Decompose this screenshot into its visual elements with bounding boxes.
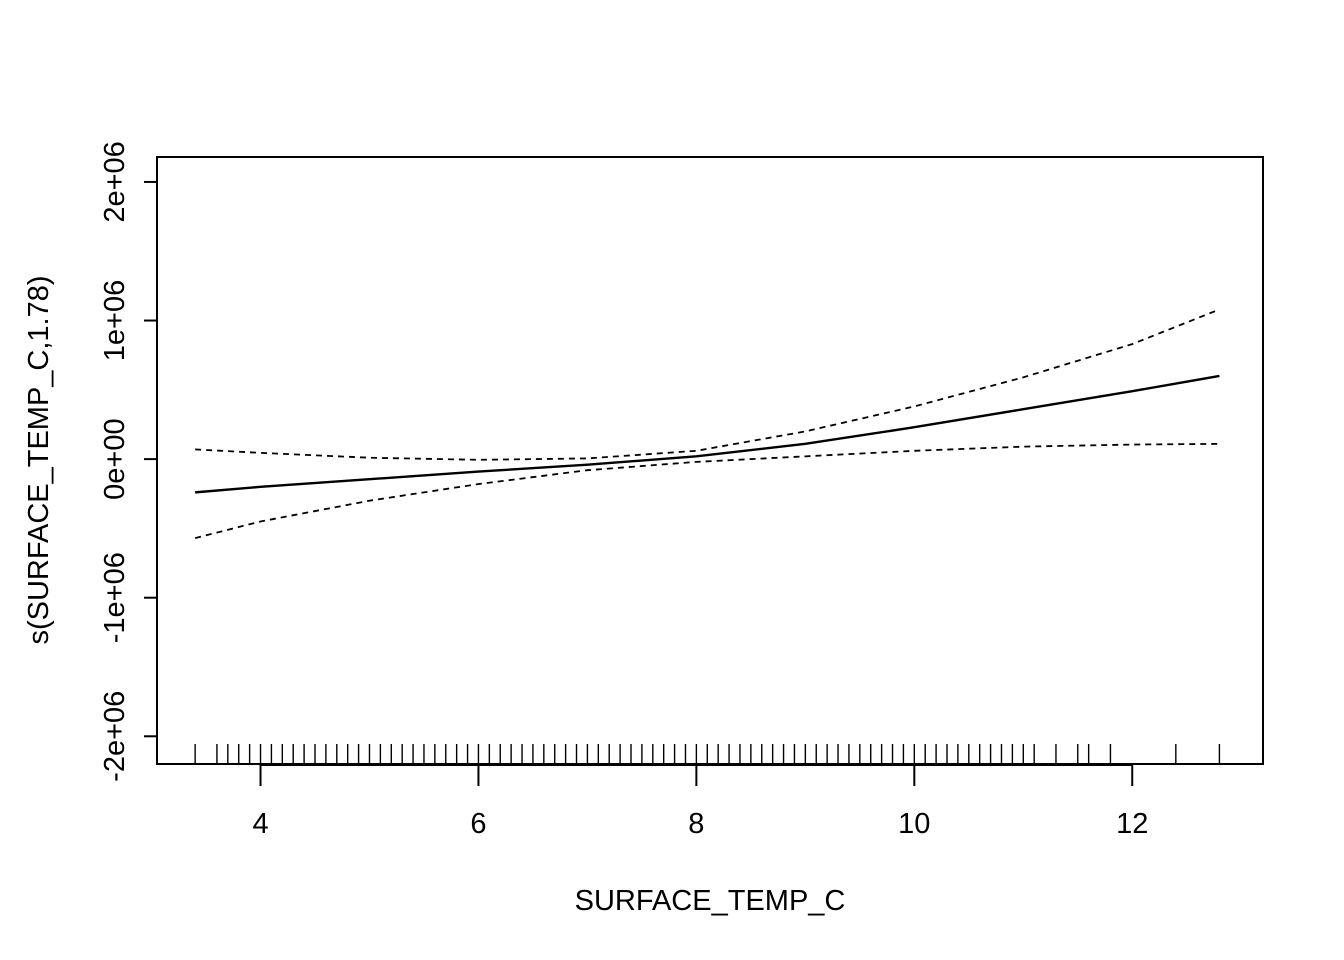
y-tick-label: -2e+06 [99,691,131,782]
confidence-band-line-1 [195,308,1220,461]
x-tick-label: 10 [898,808,930,840]
x-tick-label: 12 [1116,808,1148,840]
y-tick-label: -1e+06 [99,552,131,643]
confidence-band-line-2 [194,442,1220,539]
series-layer [194,308,1220,539]
x-tick-label: 6 [470,808,486,840]
y-axis: -2e+06 -1e+06 0e+00 1e+06 2e+06 [99,141,158,782]
y-tick-label: 1e+06 [99,280,131,361]
x-axis-label: SURFACE_TEMP_C [575,885,846,917]
fit-line [195,374,1220,494]
x-tick-label: 8 [688,808,704,840]
x-axis: 4 6 8 10 12 [252,764,1148,840]
y-tick-label: 0e+00 [99,418,131,499]
y-tick-label: 2e+06 [99,141,131,222]
rug-marks [194,744,1221,764]
x-tick-label: 4 [252,808,268,840]
y-axis-label: s(SURFACE_TEMP_C,1.78) [23,275,55,644]
